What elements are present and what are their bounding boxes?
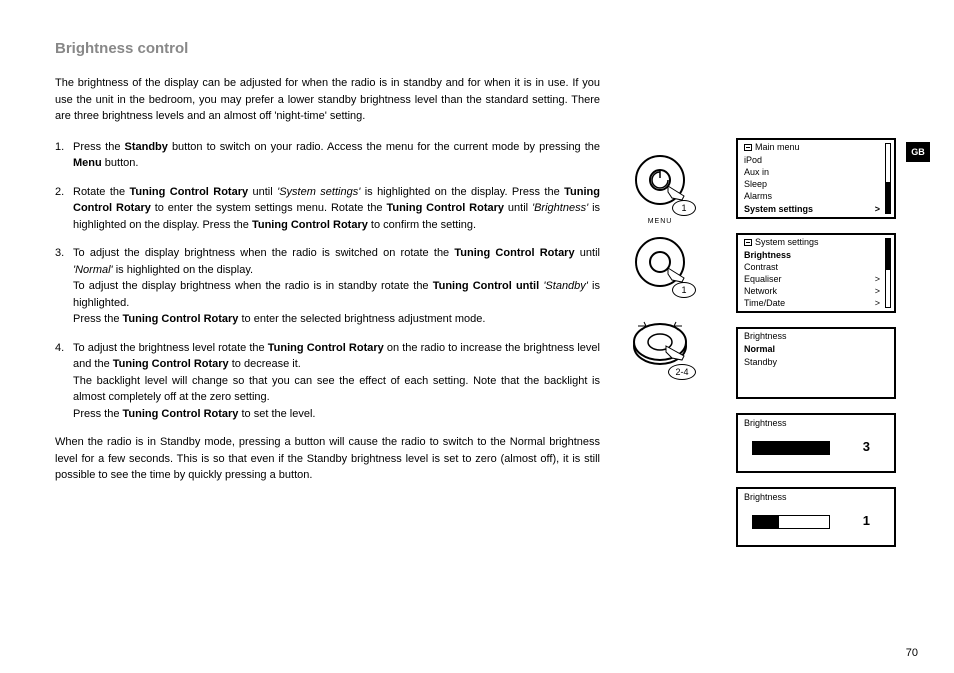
menu-row: iPod <box>738 154 894 166</box>
menu-icon <box>744 144 752 151</box>
page-title: Brightness control <box>55 40 924 57</box>
lcd-main-menu: Main menu iPodAux inSleepAlarmsSystem se… <box>736 138 896 219</box>
menu-row: Equaliser> <box>738 273 894 285</box>
lcd-brightness-level-1: Brightness 3 <box>736 413 896 473</box>
menu-row: Time/Date> <box>738 297 894 309</box>
dial-menu-label: MENU <box>628 218 692 225</box>
lcd-menus: Main menu iPodAux inSleepAlarmsSystem se… <box>736 138 896 561</box>
step-4: To adjust the brightness level rotate th… <box>55 340 600 423</box>
body-text: The brightness of the display can be adj… <box>55 75 600 484</box>
menu-row: Network> <box>738 285 894 297</box>
menu-row: Standby <box>738 356 894 368</box>
lcd-system-settings: System settings BrightnessContrastEquali… <box>736 233 896 314</box>
dial-illustrations: 1 MENU 1 2-4 <box>628 148 692 394</box>
closing-paragraph: When the radio is in Standby mode, press… <box>55 434 600 484</box>
step-3: To adjust the display brightness when th… <box>55 245 600 328</box>
scrollbar <box>885 143 891 214</box>
dial-badge-1: 1 <box>672 200 696 216</box>
dial-standby: 1 <box>628 148 692 212</box>
menu-row: Aux in <box>738 166 894 178</box>
intro-paragraph: The brightness of the display can be adj… <box>55 75 600 125</box>
menu-row: Alarms <box>738 190 894 202</box>
scrollbar <box>885 238 891 309</box>
step-1: Press the Standby button to switch on yo… <box>55 139 600 172</box>
dial-badge-2: 1 <box>672 282 696 298</box>
menu-row: Contrast <box>738 261 894 273</box>
menu-row: Normal <box>738 343 894 355</box>
dial-menu: MENU 1 <box>628 230 692 294</box>
step-2: Rotate the Tuning Control Rotary until '… <box>55 184 600 234</box>
dial-badge-3: 2-4 <box>668 364 696 380</box>
menu-icon <box>744 239 752 246</box>
menu-row: System settings> <box>738 203 894 215</box>
language-tab-gb: GB <box>906 142 930 162</box>
dial-tuning: 2-4 <box>628 312 692 376</box>
menu-row: Brightness <box>738 249 894 261</box>
lcd-brightness-level-2: Brightness 1 <box>736 487 896 547</box>
lcd-brightness-menu: Brightness NormalStandby <box>736 327 896 399</box>
page-number: 70 <box>906 647 918 659</box>
menu-row: Sleep <box>738 178 894 190</box>
